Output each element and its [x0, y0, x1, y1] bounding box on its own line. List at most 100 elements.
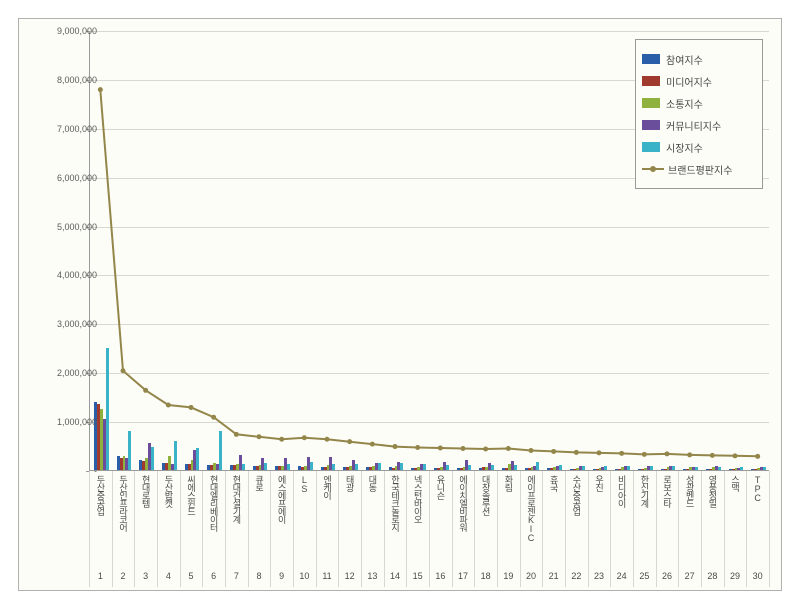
- category-separator: [474, 471, 475, 587]
- category-index: 6: [202, 571, 225, 581]
- bar-시장지수: [559, 465, 562, 470]
- category-separator: [701, 471, 702, 587]
- category-separator: [565, 471, 566, 587]
- category-separator: [89, 471, 90, 587]
- category-separator: [134, 471, 135, 587]
- bar-시장지수: [672, 466, 675, 470]
- y-tick-label: 4,000,000: [37, 270, 97, 280]
- y-tick-label: 5,000,000: [37, 222, 97, 232]
- category-index: 17: [452, 571, 475, 581]
- bar-시장지수: [128, 431, 131, 470]
- category-label: 영풍정밀: [707, 475, 716, 507]
- y-tick-label: 1,000,000: [37, 417, 97, 427]
- category-label: 휴국: [549, 475, 558, 491]
- category-label: 현대건설기계: [231, 475, 240, 523]
- bar-시장지수: [468, 465, 471, 470]
- category-separator: [384, 471, 385, 587]
- category-index: 9: [270, 571, 293, 581]
- legend-item: 미디어지수: [642, 70, 756, 92]
- y-tick-label: 7,000,000: [37, 124, 97, 134]
- bar-시장지수: [514, 465, 517, 470]
- bar-시장지수: [423, 464, 426, 470]
- category-label: 수산중공업: [571, 475, 580, 515]
- legend-swatch: [642, 76, 660, 86]
- legend-label: 소통지수: [666, 96, 703, 111]
- bar-시장지수: [310, 462, 313, 470]
- legend-swatch: [642, 54, 660, 64]
- category-separator: [157, 471, 158, 587]
- bar-시장지수: [378, 463, 381, 470]
- y-tick-label: 8,000,000: [37, 75, 97, 85]
- category-label: 우진: [594, 475, 603, 491]
- category-index: 15: [406, 571, 429, 581]
- category-index: 24: [610, 571, 633, 581]
- category-separator: [452, 471, 453, 587]
- category-separator: [316, 471, 317, 587]
- category-separator: [588, 471, 589, 587]
- category-separator: [520, 471, 521, 587]
- category-label: 현대로템: [141, 475, 150, 507]
- category-index: 29: [724, 571, 747, 581]
- bar-시장지수: [604, 466, 607, 470]
- category-separator: [497, 471, 498, 587]
- category-label: 화림: [503, 475, 512, 491]
- category-label: 대동: [367, 475, 376, 491]
- category-label: 한신기계: [639, 475, 648, 507]
- category-label: 에스에프에이: [277, 475, 286, 523]
- category-label: 성광벤드: [685, 475, 694, 507]
- bar-시장지수: [355, 464, 358, 470]
- legend-label: 시장지수: [666, 140, 703, 155]
- legend-item: 브랜드평판지수: [642, 158, 756, 180]
- category-label: 현대엘리베이터: [209, 475, 218, 531]
- category-index: 23: [588, 571, 611, 581]
- category-separator: [678, 471, 679, 587]
- legend-item: 소통지수: [642, 92, 756, 114]
- category-separator: [293, 471, 294, 587]
- category-separator: [270, 471, 271, 587]
- category-label: 씨에스윈드: [186, 475, 195, 515]
- category-index: 1: [89, 571, 112, 581]
- category-index: 14: [384, 571, 407, 581]
- category-separator: [542, 471, 543, 587]
- category-separator: [724, 471, 725, 587]
- legend-label: 브랜드평판지수: [668, 162, 732, 177]
- legend-label: 미디어지수: [666, 74, 712, 89]
- y-tick-label: 3,000,000: [37, 319, 97, 329]
- category-index: 4: [157, 571, 180, 581]
- category-separator: [406, 471, 407, 587]
- bar-시장지수: [446, 465, 449, 470]
- bar-시장지수: [718, 467, 721, 470]
- category-label: LS: [299, 475, 308, 493]
- y-tick-label: 9,000,000: [37, 26, 97, 36]
- bar-시장지수: [196, 448, 199, 470]
- chart-container: 참여지수미디어지수소통지수커뮤니티지수시장지수브랜드평판지수 -1,000,00…: [0, 0, 800, 609]
- category-index: 12: [338, 571, 361, 581]
- legend-swatch: [642, 98, 660, 108]
- category-index: 7: [225, 571, 248, 581]
- gridline: [90, 31, 769, 32]
- legend-swatch: [642, 142, 660, 152]
- y-tick-label: 6,000,000: [37, 173, 97, 183]
- bar-시장지수: [174, 441, 177, 470]
- category-label: 큐로: [254, 475, 263, 491]
- category-label: 스맥: [730, 475, 739, 491]
- category-separator: [202, 471, 203, 587]
- legend-label: 커뮤니티지수: [666, 118, 721, 133]
- bar-시장지수: [287, 464, 290, 470]
- bar-시장지수: [106, 348, 109, 470]
- legend-item: 참여지수: [642, 48, 756, 70]
- category-separator: [112, 471, 113, 587]
- bar-시장지수: [491, 465, 494, 470]
- category-index: 18: [474, 571, 497, 581]
- legend-item: 커뮤니티지수: [642, 114, 756, 136]
- category-index: 28: [701, 571, 724, 581]
- gridline: [90, 324, 769, 325]
- category-index: 25: [633, 571, 656, 581]
- bar-시장지수: [650, 466, 653, 470]
- category-separator: [225, 471, 226, 587]
- category-separator: [180, 471, 181, 587]
- category-label: 유니슨: [435, 475, 444, 499]
- legend-item: 시장지수: [642, 136, 756, 158]
- category-index: 20: [520, 571, 543, 581]
- category-index: 27: [678, 571, 701, 581]
